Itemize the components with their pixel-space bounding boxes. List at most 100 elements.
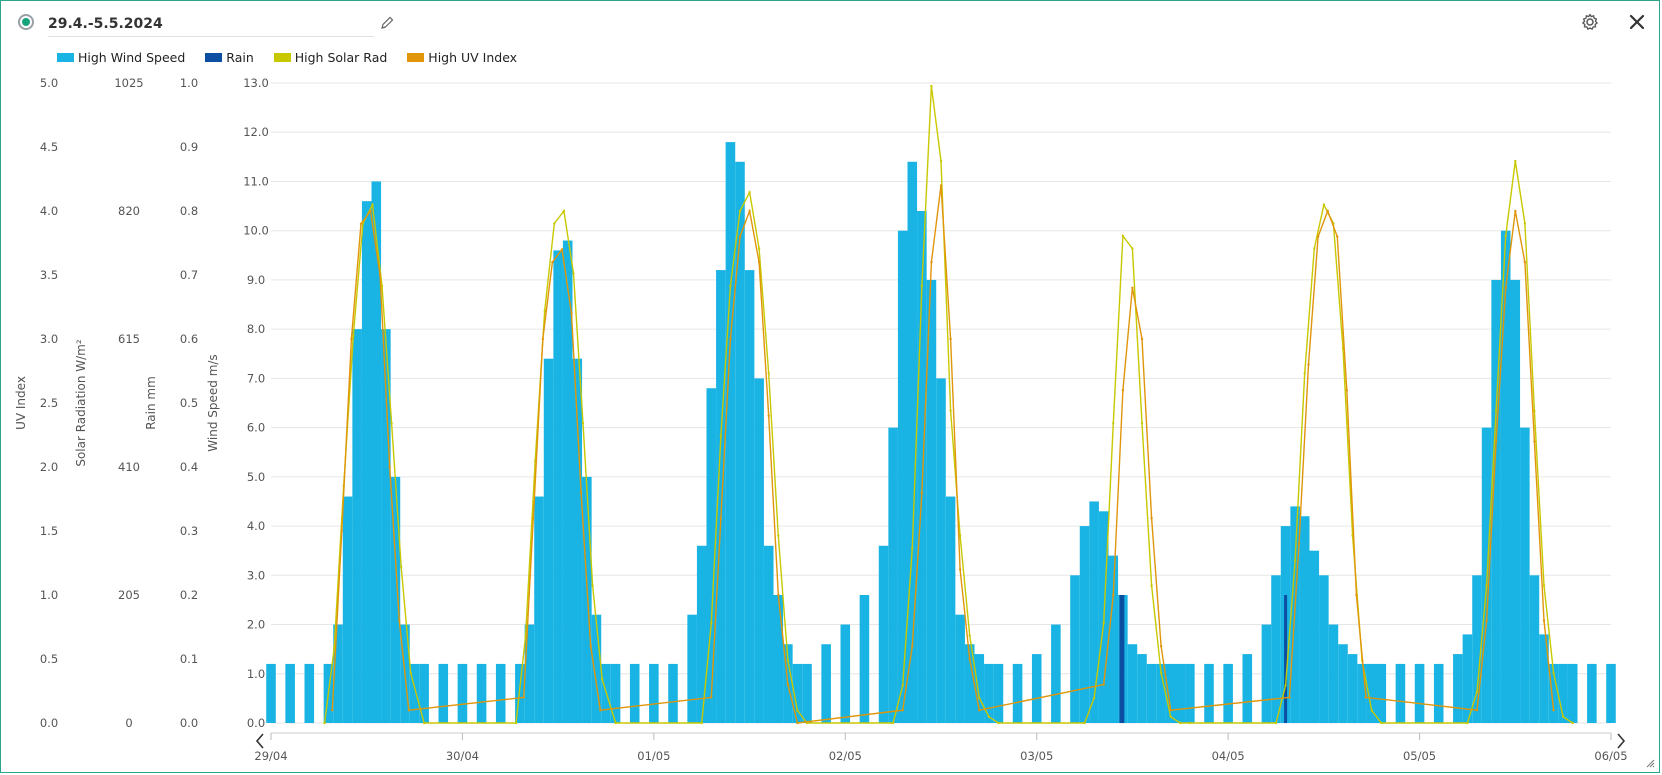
point-high-uv-index xyxy=(1552,709,1555,712)
bar-high-wind-speed xyxy=(266,663,276,723)
y-tick-label-uv: 1.5 xyxy=(40,524,58,538)
legend-swatch xyxy=(273,52,291,62)
point-high-solar-rad xyxy=(409,671,412,675)
chevron-left-icon[interactable] xyxy=(255,733,264,749)
point-high-uv-index xyxy=(541,337,545,341)
point-high-uv-index xyxy=(796,721,799,725)
y-tick-label-wind: 4.0 xyxy=(247,519,265,533)
y-tick-label-wind: 5.0 xyxy=(247,470,265,484)
bar-high-wind-speed xyxy=(897,230,908,723)
bar-high-wind-speed xyxy=(572,358,583,723)
bar-high-wind-speed xyxy=(1520,427,1530,723)
point-high-uv-index xyxy=(1514,209,1517,213)
y-tick-label-rain: 0.4 xyxy=(180,460,198,474)
pencil-icon[interactable] xyxy=(379,15,395,31)
bar-high-wind-speed xyxy=(333,624,343,723)
point-high-uv-index xyxy=(1523,261,1527,264)
y-tick-label-uv: 4.5 xyxy=(40,140,58,154)
bar-high-wind-speed xyxy=(1347,654,1358,723)
bar-high-wind-speed xyxy=(409,663,420,723)
point-high-uv-index xyxy=(331,709,334,712)
gear-icon[interactable] xyxy=(1580,12,1600,32)
point-high-solar-rad xyxy=(920,284,924,288)
point-high-solar-rad xyxy=(1102,621,1105,625)
point-high-uv-index xyxy=(1336,235,1339,238)
date-range-title[interactable]: 29.4.-5.5.2024 xyxy=(48,11,374,37)
bar-high-wind-speed xyxy=(1165,663,1176,723)
bar-high-wind-speed xyxy=(716,270,726,723)
y-tick-label-solar: 205 xyxy=(118,588,140,602)
point-high-solar-rad xyxy=(1284,684,1287,687)
status-radio-icon[interactable] xyxy=(18,14,34,30)
point-high-uv-index xyxy=(738,235,742,238)
bar-high-wind-speed xyxy=(543,358,554,723)
chart-plot: 0.0 0.5 1.0 1.5 2.0 2.5 3.0 3.5 4.0 4.5 5.0 UV Inde… xyxy=(14,76,1628,763)
bar-high-wind-speed xyxy=(1185,663,1195,723)
y-tick-label-wind: 8.0 xyxy=(247,322,265,336)
point-high-solar-rad xyxy=(700,721,703,725)
point-high-solar-rad xyxy=(987,715,991,718)
point-high-uv-index xyxy=(1121,389,1125,392)
legend-item[interactable]: Rain xyxy=(205,49,254,65)
y-tick-label-rain: 0.0 xyxy=(180,716,198,730)
bar-high-wind-speed xyxy=(1261,624,1272,723)
point-high-solar-rad xyxy=(1514,159,1517,163)
bar-high-wind-speed xyxy=(1510,279,1521,723)
point-high-uv-index xyxy=(1307,363,1310,366)
point-high-uv-index xyxy=(748,209,751,213)
point-high-solar-rad xyxy=(719,434,723,437)
point-high-uv-index xyxy=(930,261,933,264)
point-high-solar-rad xyxy=(1083,721,1086,725)
point-high-uv-index xyxy=(958,568,962,571)
resize-grip-icon[interactable] xyxy=(1645,758,1655,768)
point-high-solar-rad xyxy=(614,721,617,725)
close-icon[interactable] xyxy=(1627,12,1647,32)
point-high-solar-rad xyxy=(1466,721,1469,725)
bar-high-wind-speed xyxy=(342,496,353,723)
chevron-right-icon[interactable] xyxy=(1617,733,1626,749)
point-high-uv-index xyxy=(1316,235,1320,238)
y-tick-label-uv: 1.0 xyxy=(40,588,58,602)
point-high-solar-rad xyxy=(553,222,556,225)
y-tick-label-solar: 1025 xyxy=(114,76,143,90)
point-high-solar-rad xyxy=(1370,709,1373,712)
bar-high-wind-speed xyxy=(1137,654,1147,723)
y-tick-label-wind: 2.0 xyxy=(247,618,265,632)
bar-high-wind-speed xyxy=(1338,644,1348,723)
point-high-solar-rad xyxy=(390,422,393,425)
bar-high-wind-speed xyxy=(534,496,544,723)
point-high-uv-index xyxy=(589,645,592,648)
bar-high-wind-speed xyxy=(1587,663,1597,723)
point-high-uv-index xyxy=(579,491,583,494)
bar-high-wind-speed xyxy=(1271,575,1281,723)
point-high-uv-index xyxy=(1533,440,1536,443)
point-high-solar-rad xyxy=(978,696,981,700)
point-high-solar-rad xyxy=(939,159,943,163)
bar-high-wind-speed xyxy=(1472,575,1482,723)
y-axis-title-wind: Wind Speed m/s xyxy=(206,354,220,451)
y-tick-label-wind: 12.0 xyxy=(243,125,269,139)
bar-high-wind-speed xyxy=(1548,663,1559,723)
point-high-solar-rad xyxy=(891,721,895,725)
point-high-solar-rad xyxy=(562,209,566,213)
point-high-uv-index xyxy=(378,273,382,277)
point-high-solar-rad xyxy=(1380,721,1383,725)
x-tick-label: 03/05 xyxy=(1020,749,1053,763)
legend-label: Rain xyxy=(226,49,254,65)
point-high-uv-index xyxy=(407,709,411,712)
bar-high-wind-speed xyxy=(1366,663,1377,723)
legend-label: High Wind Speed xyxy=(78,49,186,65)
bar-high-wind-speed xyxy=(1012,663,1023,723)
point-high-uv-index xyxy=(767,414,770,417)
bar-high-wind-speed xyxy=(859,595,870,723)
bar-high-wind-speed xyxy=(725,142,736,724)
point-high-solar-rad xyxy=(323,721,326,725)
legend-item[interactable]: High Wind Speed xyxy=(57,50,185,65)
point-high-solar-rad xyxy=(1169,715,1172,718)
bar-high-wind-speed xyxy=(802,663,812,723)
point-high-solar-rad xyxy=(748,191,751,194)
legend-item[interactable]: High UV Index xyxy=(407,50,517,65)
bar-high-wind-speed xyxy=(610,663,621,723)
legend-item[interactable]: High Solar Rad xyxy=(273,50,387,65)
